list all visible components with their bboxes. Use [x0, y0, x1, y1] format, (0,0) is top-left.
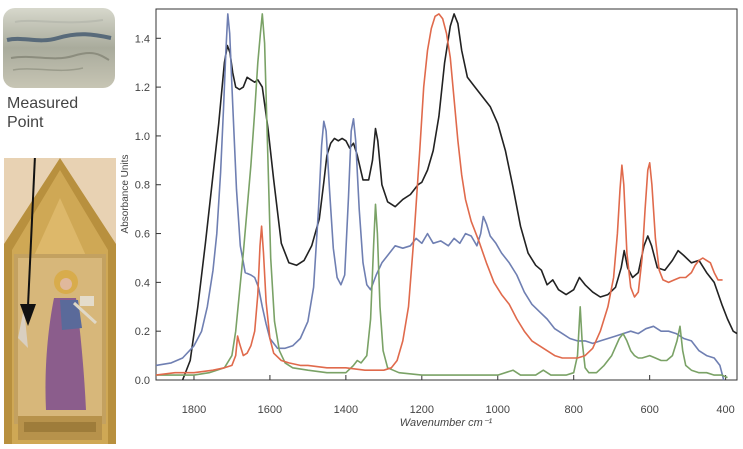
plot-frame — [155, 8, 738, 381]
x-axis-label: Wavenumber cm⁻¹ — [400, 417, 493, 429]
series-layer — [155, 13, 738, 381]
y-tick-label: 0.0 — [135, 375, 150, 387]
y-tick-label: 1.4 — [135, 33, 150, 45]
x-tick-label: 1800 — [182, 404, 206, 416]
x-tick-label: 1400 — [334, 404, 358, 416]
spectrum-line-4 — [155, 13, 723, 376]
y-tick-label: 0.6 — [135, 229, 150, 241]
sample-thumbnail — [3, 8, 115, 88]
spectrum-line-3 — [156, 13, 728, 379]
x-tick-label: 800 — [565, 404, 583, 416]
y-axis-label: Absorbance Units — [120, 155, 131, 234]
measured-point-label-line2: Point — [7, 114, 44, 131]
y-tick-label: 0.2 — [135, 326, 150, 338]
y-tick-label: 1.0 — [135, 131, 150, 143]
x-axis-ticks: 1800 1600 1400 1200 1000 800 600 400 — [182, 375, 735, 416]
y-tick-label: 1.2 — [135, 82, 150, 94]
x-tick-label: 400 — [716, 404, 734, 416]
painting-image — [4, 158, 116, 444]
y-axis-ticks: 0.0 0.2 0.4 0.6 0.8 1.0 1.2 1.4 — [135, 33, 161, 387]
x-tick-label: 1600 — [258, 404, 282, 416]
spectrum-line-1 — [181, 13, 738, 381]
measured-point-label: Measured Point — [7, 94, 78, 132]
x-tick-label: 1200 — [410, 404, 434, 416]
measured-point-label-line1: Measured — [7, 95, 79, 112]
y-tick-label: 0.4 — [135, 277, 150, 289]
y-tick-label: 0.8 — [135, 180, 150, 192]
spectrum-line-2 — [155, 13, 725, 381]
x-tick-label: 1000 — [486, 404, 510, 416]
axes — [155, 8, 738, 381]
x-tick-label: 600 — [640, 404, 658, 416]
